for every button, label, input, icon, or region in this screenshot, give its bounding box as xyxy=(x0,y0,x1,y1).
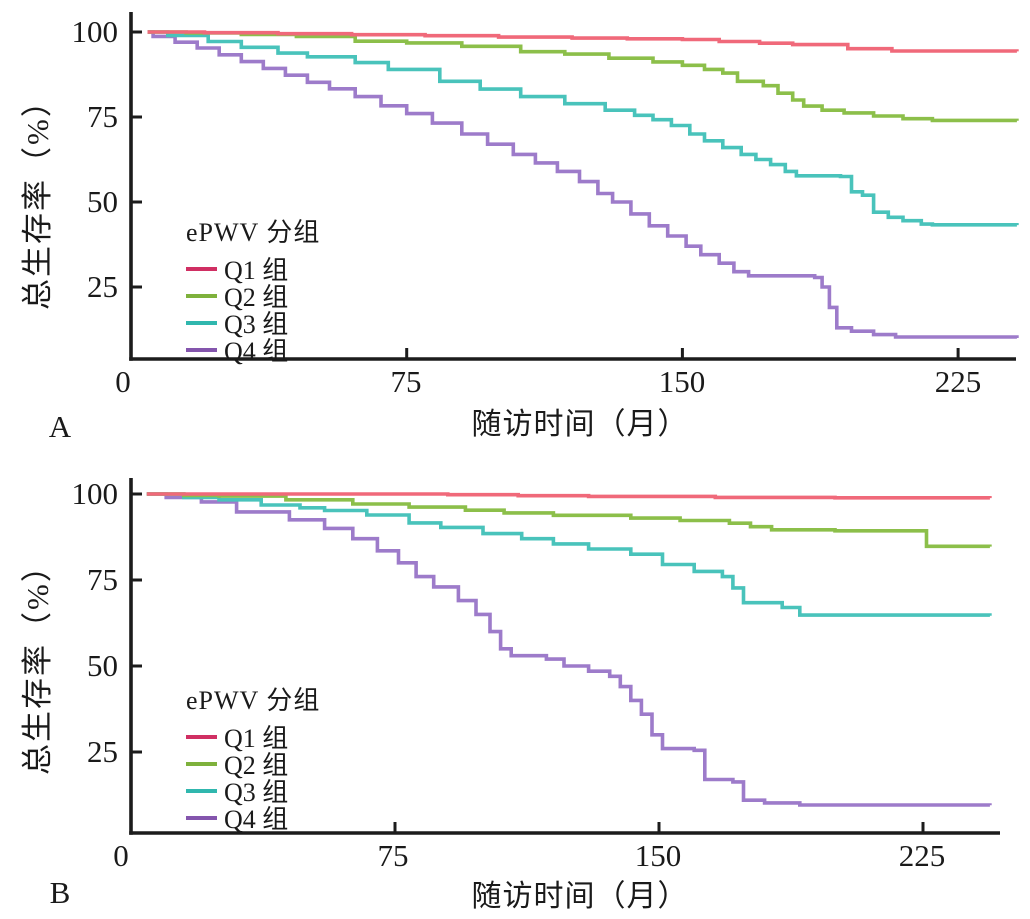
panel-b-legend: ePWV 分组 Q1 组 Q2 组 Q3 组 Q4 组 xyxy=(186,680,321,834)
panel-a-legend-title: ePWV 分组 xyxy=(186,218,321,247)
panel-b-legend-title: ePWV 分组 xyxy=(186,686,321,715)
panel-a-xtick-150: 150 xyxy=(658,364,706,399)
panel-a-legend-item-q1: Q1 组 xyxy=(186,255,320,285)
panel-a-legend-item-q4: Q4 组 xyxy=(186,336,320,366)
panel-a-ytick-50: 50 xyxy=(87,184,118,219)
q4-line-swatch xyxy=(186,815,217,820)
q2-line-swatch xyxy=(186,293,217,298)
panel-b-letter: B xyxy=(49,875,71,910)
q4-line-swatch xyxy=(186,347,217,352)
panel-b-legend-label-q2: Q2 组 xyxy=(224,751,289,780)
q3-line-swatch xyxy=(186,788,217,793)
panel-b-legend-item-q2: Q2 组 xyxy=(186,750,320,780)
panel-b-ytick-100: 100 xyxy=(71,476,119,511)
panel-b-ytick-50: 50 xyxy=(87,648,118,683)
panel-a-legend: ePWV 分组 Q1 组 Q2 组 Q3 组 Q4 组 xyxy=(186,212,321,366)
panel-b-ytick-25: 25 xyxy=(87,734,118,769)
panel-a-xtick-225: 225 xyxy=(934,364,982,399)
panel-a-legend-label-q4: Q4 组 xyxy=(224,337,289,366)
panel-b-legend-label-q4: Q4 组 xyxy=(224,805,289,834)
q1-line-swatch xyxy=(186,734,217,739)
panel-a-legend-label-q3: Q3 组 xyxy=(224,310,289,339)
panel-b-legend-item-q1: Q1 组 xyxy=(186,723,320,753)
panel-b-xtick-0: 0 xyxy=(113,838,129,873)
panel-a-ytick-25: 25 xyxy=(87,269,118,304)
q3-line-swatch xyxy=(186,320,217,325)
panel-a-legend-label-q1: Q1 组 xyxy=(224,256,289,285)
q1-line-swatch xyxy=(186,266,217,271)
panel-a-xtick-0: 0 xyxy=(115,364,131,399)
panel-b-legend-label-q3: Q3 组 xyxy=(224,778,289,807)
panel-a-ytick-100: 100 xyxy=(71,14,119,49)
panel-a-legend-item-q2: Q2 组 xyxy=(186,282,320,312)
panel-a-x-axis-title: 随访时间（月） xyxy=(471,408,689,441)
panel-b-ytick-75: 75 xyxy=(87,562,118,597)
panel-a-legend-label-q2: Q2 组 xyxy=(224,283,289,312)
panel-b-legend-item-q4: Q4 组 xyxy=(186,804,320,834)
panel-b-xtick-225: 225 xyxy=(898,838,946,873)
panel-b-xtick-75: 75 xyxy=(377,838,409,873)
panel-a-ytick-75: 75 xyxy=(87,99,118,134)
panel-b-legend-item-q3: Q3 组 xyxy=(186,777,320,807)
panel-b-xtick-150: 150 xyxy=(634,838,682,873)
panel-a-legend-item-q3: Q3 组 xyxy=(186,309,320,339)
q2-line-swatch xyxy=(186,761,217,766)
panel-b-legend-label-q1: Q1 组 xyxy=(224,724,289,753)
panel-a-xtick-75: 75 xyxy=(390,364,422,399)
panel-b-x-axis-title: 随访时间（月） xyxy=(471,880,689,913)
panel-a-letter: A xyxy=(48,409,72,444)
